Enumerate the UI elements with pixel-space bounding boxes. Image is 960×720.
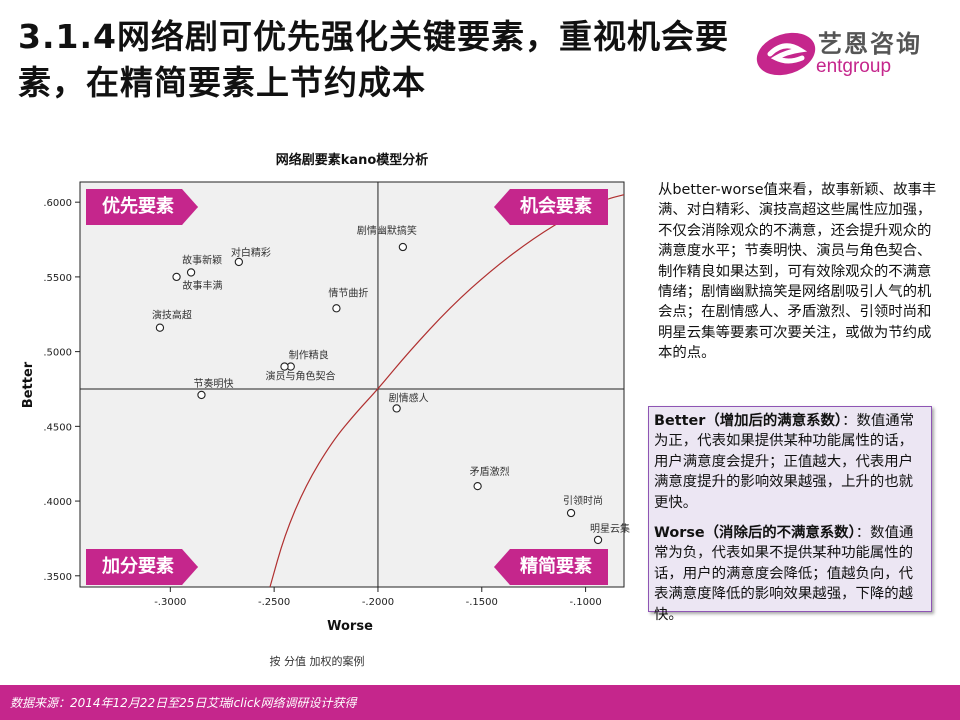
chart-title: 网络剧要素kano模型分析 xyxy=(276,152,429,168)
x-tick-label: -.1500 xyxy=(466,597,498,608)
data-point xyxy=(398,242,408,252)
analysis-paragraph: 从better-worse值来看，故事新颖、故事丰满、对白精彩、演技高超这些属性… xyxy=(658,182,937,362)
data-point xyxy=(197,390,206,400)
data-point-label: 故事新颖 xyxy=(182,253,222,266)
data-point-label: 剧情感人 xyxy=(389,391,429,404)
y-tick-label: .5500 xyxy=(43,273,72,284)
data-point-label: 节奏明快 xyxy=(193,378,233,390)
entgroup-logo: 艺恩咨询 entgroup xyxy=(752,16,942,82)
data-point xyxy=(566,508,576,518)
data-point-label: 制作精良 xyxy=(289,349,329,362)
logo-mark-icon xyxy=(756,32,816,76)
quadrant-label-opportunity: 机会要素 xyxy=(494,189,608,225)
data-point-label: 引领时尚 xyxy=(563,494,603,507)
logo-chinese-text: 艺恩咨询 xyxy=(818,30,922,58)
data-point-label: 对白精彩 xyxy=(231,246,271,259)
data-point-label: 故事丰满 xyxy=(183,279,223,292)
trend-curve xyxy=(269,194,625,588)
x-tick-label: -.2000 xyxy=(362,597,394,608)
better-text: ：数值通常为正，代表如果提供某种功能属性的话，用户满意度会提升；正值越大，代表用… xyxy=(654,413,915,511)
y-tick-label: .3500 xyxy=(43,572,72,583)
x-tick-label: -.2500 xyxy=(258,597,290,608)
data-point-label: 情节曲折 xyxy=(328,286,368,299)
better-term: Better（增加后的满意系数） xyxy=(654,413,843,429)
data-point xyxy=(186,268,196,277)
data-point-label: 剧情幽默搞笑 xyxy=(357,224,417,237)
data-point xyxy=(473,481,482,491)
data-point xyxy=(392,404,401,413)
better-definition: Better（增加后的满意系数）：数值通常为正，代表如果提供某种功能属性的话，用… xyxy=(654,411,926,513)
y-axis-label: Better xyxy=(21,361,36,408)
data-point-label: 演员与角色契合 xyxy=(266,370,336,383)
data-point xyxy=(593,535,603,545)
quadrant-label-bonus: 加分要素 xyxy=(86,549,198,585)
chart-footnote: 按 分值 加权的案例 xyxy=(270,654,365,668)
definition-box: Better（增加后的满意系数）：数值通常为正，代表如果提供某种功能属性的话，用… xyxy=(648,406,932,623)
y-tick-label: .6000 xyxy=(43,198,72,209)
data-point xyxy=(234,257,243,267)
footer-bar: 数据来源：2014年12月22日至25日艾瑞iclick网络调研设计获得 xyxy=(0,685,960,720)
worse-text: ：数值通常为负，代表如果不提供某种功能属性的话，用户的满意度会降低；值越负向，代… xyxy=(654,525,914,623)
data-point xyxy=(332,304,341,313)
data-point-label: 演技高超 xyxy=(152,309,192,322)
kano-scatter-chart: 网络剧要素kano模型分析 .3500 .4000 .4500 .5000 .5500.… xyxy=(21,152,630,668)
plot-area xyxy=(79,181,625,588)
data-point-label: 明星云集 xyxy=(590,522,630,535)
x-tick-label: -.1000 xyxy=(569,597,601,608)
y-tick-label: .5000 xyxy=(43,348,72,359)
worse-definition: Worse（消除后的不满意系数）：数值通常为负，代表如果不提供某种功能属性的话，… xyxy=(654,523,926,625)
data-point-label: 矛盾激烈 xyxy=(470,465,510,478)
x-tick-label: -.3000 xyxy=(154,597,186,608)
logo-english-text: entgroup xyxy=(816,56,892,77)
worse-term: Worse（消除后的不满意系数） xyxy=(654,525,856,542)
data-point xyxy=(172,272,181,282)
x-axis-label: Worse xyxy=(327,619,373,634)
slide-title: 3.1.4网络剧可优先强化关键要素，重视机会要素，在精简要素上节约成本 xyxy=(18,17,729,102)
data-point xyxy=(155,323,165,332)
y-tick-label: .4000 xyxy=(43,497,72,508)
data-point xyxy=(280,362,289,371)
quadrant-label-streamline: 精简要素 xyxy=(494,549,608,585)
y-tick-label: .4500 xyxy=(43,422,72,433)
data-source-note: 数据来源：2014年12月22日至25日艾瑞iclick网络调研设计获得 xyxy=(10,696,357,710)
quadrant-label-priority: 优先要素 xyxy=(86,189,198,225)
